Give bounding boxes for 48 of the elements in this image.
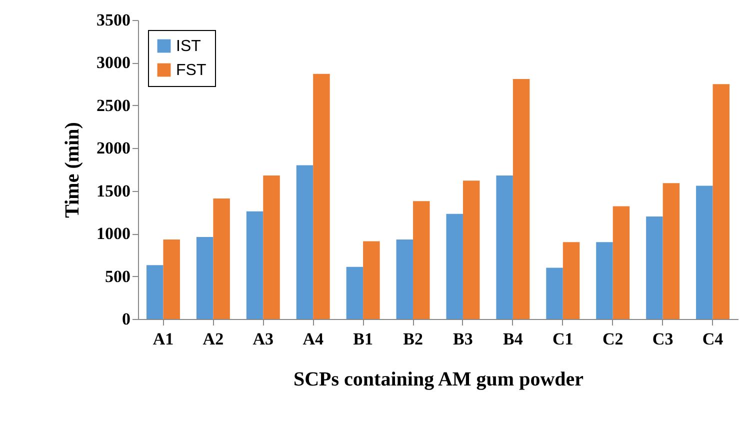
bar xyxy=(363,241,380,319)
x-tick-label: C1 xyxy=(552,330,574,348)
x-tick-label: C3 xyxy=(652,330,674,348)
x-tick-label: A3 xyxy=(252,330,274,348)
bar xyxy=(646,216,663,319)
y-tick-label: 3000 xyxy=(96,53,130,72)
x-tick-label: B3 xyxy=(453,330,473,348)
bar xyxy=(296,165,314,319)
bar xyxy=(612,206,630,319)
bar xyxy=(213,198,230,319)
y-tick-label: 2000 xyxy=(96,138,130,158)
bar xyxy=(313,74,330,319)
x-tick-label: B1 xyxy=(353,330,373,348)
y-tick-label: 1500 xyxy=(96,181,130,200)
bar xyxy=(246,211,264,319)
bar xyxy=(712,84,730,319)
x-tick-label: A4 xyxy=(302,330,324,348)
bar xyxy=(396,240,414,319)
bar xyxy=(562,242,580,319)
bar xyxy=(496,175,513,319)
bar xyxy=(346,266,364,319)
bar xyxy=(263,175,280,319)
y-tick-label: 0 xyxy=(122,310,130,328)
bar xyxy=(662,183,680,319)
bar xyxy=(546,268,563,319)
bar xyxy=(196,236,214,319)
bar xyxy=(596,242,613,319)
bar xyxy=(696,186,713,319)
bar xyxy=(163,240,180,319)
bar xyxy=(512,78,530,319)
bar xyxy=(146,265,164,319)
bar xyxy=(446,214,463,319)
y-tick-label: 2500 xyxy=(96,96,130,115)
x-tick-label: B4 xyxy=(503,330,524,348)
y-axis-title: Time (min) xyxy=(62,122,84,218)
x-tick-label: A2 xyxy=(202,330,224,348)
y-tick-label: 1000 xyxy=(96,224,130,244)
legend-label: IST xyxy=(176,38,202,55)
x-axis-title: SCPs containing AM gum powder xyxy=(293,368,584,390)
x-tick-label: C4 xyxy=(702,330,724,348)
x-tick-label: C2 xyxy=(602,330,624,348)
y-tick-label: 3500 xyxy=(96,10,130,30)
legend-label: FST xyxy=(176,62,206,79)
bar xyxy=(413,201,430,319)
x-tick-label: B2 xyxy=(403,330,423,348)
bar xyxy=(462,180,480,319)
x-tick-label: A1 xyxy=(152,330,174,348)
y-tick-label: 500 xyxy=(105,266,130,286)
